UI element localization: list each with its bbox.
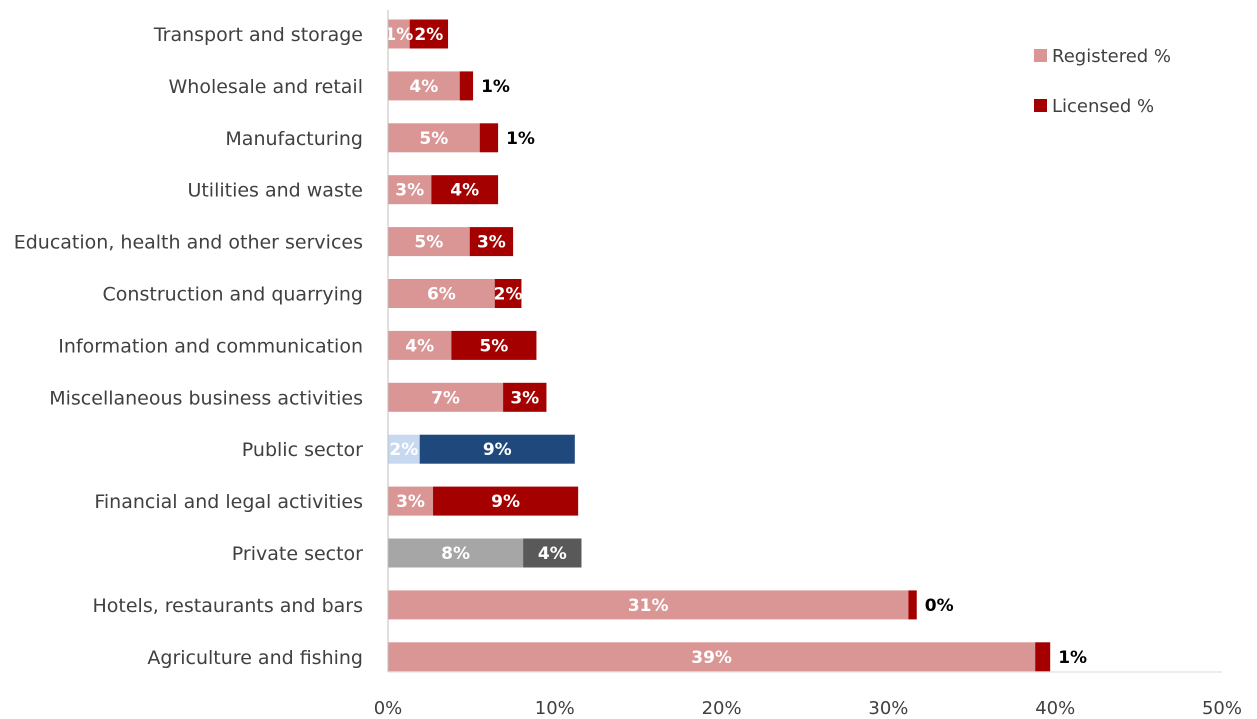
data-label-licensed: 1%: [1058, 648, 1087, 668]
category-label: Hotels, restaurants and bars: [92, 595, 363, 617]
category-label: Financial and legal activities: [94, 491, 363, 513]
data-label-registered: 7%: [431, 388, 460, 408]
data-label-registered: 39%: [691, 648, 732, 668]
bar-licensed-financial-and-legal-activities: [433, 486, 579, 516]
data-label-registered: 1%: [384, 25, 413, 45]
bar-registered-financial-and-legal-activities: [388, 486, 434, 516]
category-label: Wholesale and retail: [169, 76, 364, 98]
data-label-licensed: 1%: [506, 129, 535, 149]
bar-registered-transport-and-storage: [388, 19, 410, 49]
legend: Registered % Licensed %: [1034, 46, 1171, 117]
data-label-registered: 6%: [427, 285, 456, 305]
data-label-registered: 31%: [628, 596, 669, 616]
legend-swatch-licensed: [1034, 99, 1047, 112]
category-labels: Transport and storage Wholesale and retai…: [14, 24, 363, 669]
x-axis: 0% 10% 20% 30% 40% 50%: [374, 10, 1242, 719]
bar-registered-miscellaneous-business-activities: [388, 382, 504, 412]
category-label: Education, health and other services: [14, 232, 363, 254]
data-label-registered: 2%: [389, 440, 418, 460]
category-label: Miscellaneous business activities: [49, 387, 363, 409]
data-label-licensed: 9%: [491, 492, 520, 512]
data-label-licensed: 9%: [483, 440, 512, 460]
category-label: Private sector: [232, 543, 363, 565]
data-label-registered: 5%: [414, 233, 443, 253]
data-label-licensed: 4%: [450, 181, 479, 201]
bar-licensed-hotels-restaurants-and-bars: [908, 590, 917, 620]
bar-licensed-public-sector: [419, 434, 575, 464]
data-label-registered: 4%: [405, 336, 434, 356]
bar-registered-education-health-and-other-services: [388, 227, 470, 257]
data-label-registered: 3%: [395, 181, 424, 201]
bar-registered-private-sector: [388, 538, 524, 568]
data-label-licensed: 4%: [538, 544, 567, 564]
category-label: Construction and quarrying: [103, 284, 363, 306]
bars-group: [388, 19, 1051, 672]
bar-licensed-private-sector: [523, 538, 582, 568]
data-label-licensed: 3%: [477, 233, 506, 253]
bar-registered-manufacturing: [388, 123, 480, 153]
bar-licensed-manufacturing: [479, 123, 499, 153]
category-label: Information and communication: [58, 335, 363, 357]
bar-registered-utilities-and-waste: [388, 175, 432, 205]
bar-registered-agriculture-and-fishing: [388, 642, 1036, 672]
bar-registered-information-and-communication: [388, 330, 452, 360]
category-label: Public sector: [242, 439, 363, 461]
x-tick-label: 10%: [535, 698, 575, 719]
data-label-licensed: 2%: [414, 25, 443, 45]
bar-licensed-utilities-and-waste: [431, 175, 499, 205]
x-tick-label: 40%: [1035, 698, 1075, 719]
legend-swatch-registered: [1034, 49, 1047, 62]
x-tick-label: 0%: [374, 698, 403, 719]
bar-licensed-wholesale-and-retail: [459, 71, 474, 101]
bar-registered-public-sector: [388, 434, 420, 464]
x-tick-label: 20%: [702, 698, 742, 719]
legend-label-licensed: Licensed %: [1052, 96, 1154, 117]
value-labels: 1% 2%4% 1%5% 1%3% 4%5% 3%6% 2%4% 5%7% 3%2% 9%3% 9%…: [384, 25, 1087, 668]
category-label: Manufacturing: [225, 128, 363, 150]
data-label-registered: 5%: [419, 129, 448, 149]
category-label: Transport and storage: [153, 24, 363, 46]
category-label: Agriculture and fishing: [147, 647, 363, 669]
data-label-licensed: 5%: [479, 336, 508, 356]
data-label-licensed: 2%: [494, 285, 523, 305]
bar-registered-hotels-restaurants-and-bars: [388, 590, 909, 620]
category-label: Utilities and waste: [187, 180, 363, 202]
data-label-registered: 4%: [409, 77, 438, 97]
bar-licensed-transport-and-storage: [409, 19, 449, 49]
bar-registered-construction-and-quarrying: [388, 279, 495, 308]
bar-registered-wholesale-and-retail: [388, 71, 460, 101]
data-label-licensed: 3%: [510, 388, 539, 408]
legend-label-registered: Registered %: [1052, 46, 1171, 67]
x-tick-label: 30%: [868, 698, 908, 719]
bar-licensed-information-and-communication: [451, 330, 537, 360]
bar-licensed-education-health-and-other-services: [469, 227, 514, 257]
data-label-licensed: 0%: [925, 596, 954, 616]
bar-licensed-agriculture-and-fishing: [1035, 642, 1051, 672]
data-label-licensed: 1%: [481, 77, 510, 97]
data-label-registered: 8%: [441, 544, 470, 564]
data-label-registered: 3%: [396, 492, 425, 512]
bar-licensed-miscellaneous-business-activities: [503, 382, 547, 412]
x-tick-label: 50%: [1202, 698, 1242, 719]
bar-licensed-construction-and-quarrying: [494, 279, 522, 308]
